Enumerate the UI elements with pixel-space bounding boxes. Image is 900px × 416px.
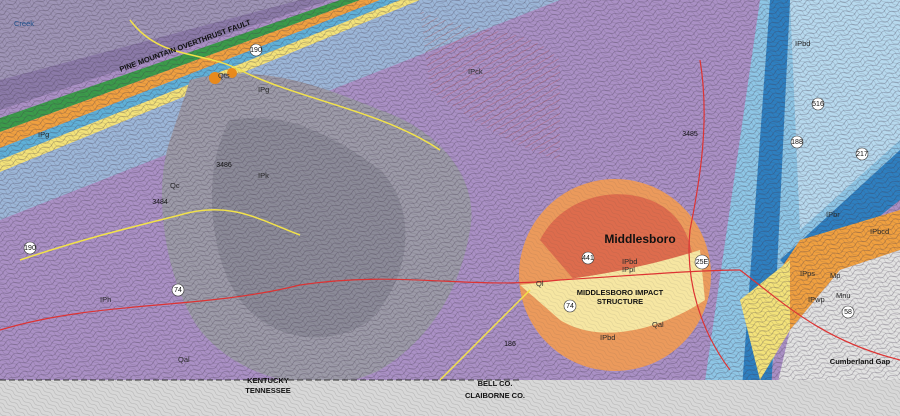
unit-labels: Qts IPg IPg IPk Qc IPh Qal IPbd IPpl Qal…: [38, 39, 889, 364]
unit-label: IPbd: [600, 333, 615, 342]
unit-label: Qal: [652, 320, 664, 329]
deposit: [209, 72, 221, 84]
deposit: [227, 68, 237, 78]
unit-label: IPbr: [826, 210, 840, 219]
impact-texture: [519, 179, 711, 371]
route-number: 188: [791, 139, 803, 146]
shield: [23, 241, 37, 255]
route-number: 3486: [216, 162, 232, 169]
unit-label: Mp: [830, 271, 840, 280]
route-number: 441: [582, 255, 594, 262]
shield: [563, 299, 577, 313]
unit-label: IPk: [258, 171, 269, 180]
shield: [249, 43, 263, 57]
unit-label: Ql: [536, 279, 544, 288]
stream: [19, 208, 301, 261]
route-number: 25E: [696, 259, 709, 266]
hatched-unit: [420, 10, 560, 160]
shield: [171, 283, 185, 297]
road: [688, 59, 731, 371]
route-number: 190: [24, 245, 36, 252]
unit-label: IPbd: [622, 257, 637, 266]
shield: [694, 254, 710, 270]
route-number: 3485: [682, 131, 698, 138]
route-number: 58: [844, 309, 852, 316]
state-label: TENNESSEE: [245, 386, 290, 395]
unit-label: IPh: [100, 295, 111, 304]
route-number: 74: [174, 287, 182, 294]
place-label: Cumberland Gap: [830, 357, 891, 366]
shield: [811, 97, 825, 111]
structure-label: MIDDLESBORO IMPACT: [577, 288, 664, 297]
road: [739, 269, 900, 361]
unit-label: IPck: [468, 67, 483, 76]
stream-label: Creek: [14, 19, 34, 28]
route-number: 74: [566, 303, 574, 310]
route-number: 186: [504, 341, 516, 348]
unit-label: Qc: [170, 181, 180, 190]
unit-label: IPps: [800, 269, 815, 278]
shield: [855, 147, 869, 161]
unit-label: IPg: [258, 85, 269, 94]
unit-label: IPg: [38, 130, 49, 139]
unit-label: Mnu: [836, 291, 851, 300]
route-number: 217: [856, 151, 868, 158]
shield: [581, 251, 595, 265]
structure-label: STRUCTURE: [597, 297, 643, 306]
unit-label: IPbcd: [870, 227, 889, 236]
county-label: CLAIBORNE CO.: [465, 391, 525, 400]
road: [0, 269, 741, 331]
unit-label: Qal: [178, 355, 190, 364]
unit-label: IPwp: [808, 295, 825, 304]
route-number: 190: [250, 47, 262, 54]
unit-label: Qts: [218, 71, 230, 80]
route-number: 3484: [152, 199, 168, 206]
unit-label: IPbd: [795, 39, 810, 48]
route-number: 516: [812, 101, 824, 108]
unit-label: IPpl: [622, 265, 635, 274]
stream: [439, 289, 531, 381]
county-label: BELL CO.: [478, 379, 513, 388]
shield: [790, 135, 804, 149]
state-label: KENTUCKY: [247, 376, 289, 385]
city-label: Middlesboro: [604, 232, 675, 246]
stream: [129, 19, 441, 151]
route-shields: 190 190 74 74 441 25E 188 217 516 58 348…: [23, 43, 869, 348]
shield: [841, 305, 855, 319]
